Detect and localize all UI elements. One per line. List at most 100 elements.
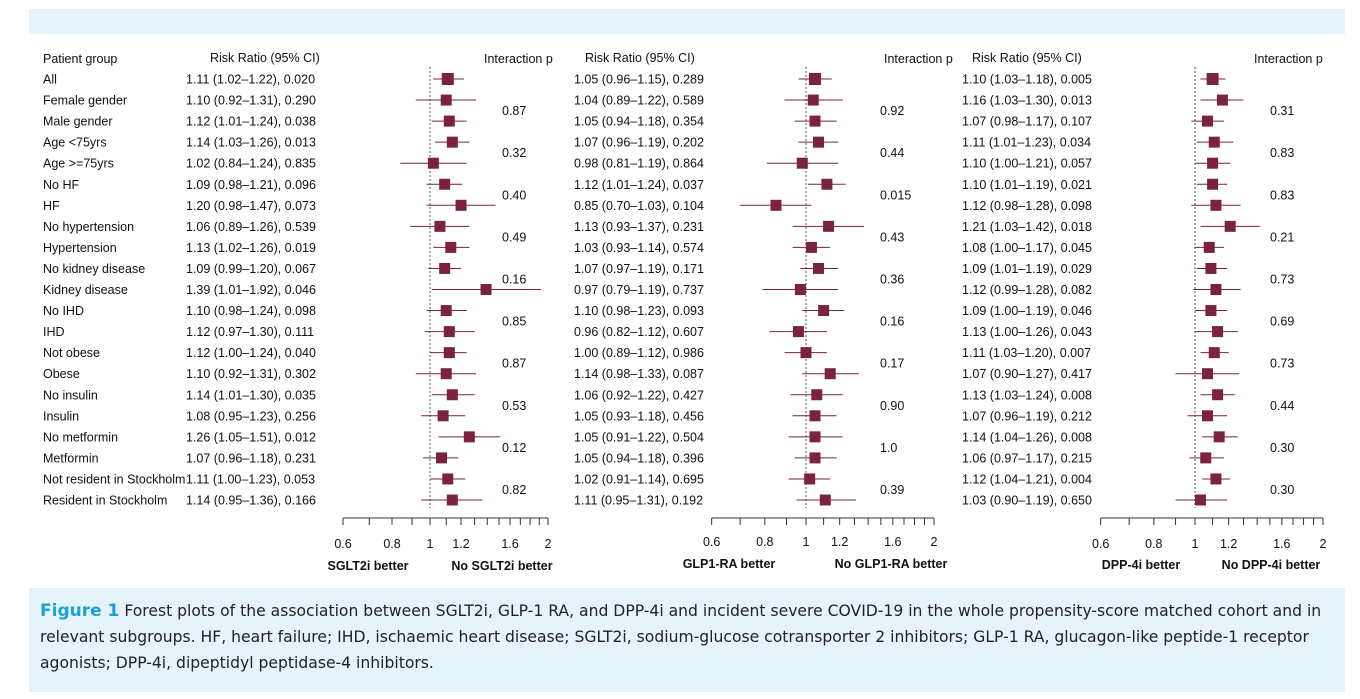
risk-ratio-value: 1.07 (0.90–1.27), 0.417 <box>962 367 1092 381</box>
risk-ratio-value: 0.98 (0.81–1.19), 0.864 <box>574 157 704 171</box>
patient-group-label: HF <box>43 199 60 213</box>
interaction-p-value: 0.90 <box>880 399 904 413</box>
rr-marker <box>1201 115 1213 127</box>
risk-ratio-value: 1.11 (1.01–1.23), 0.034 <box>962 136 1091 150</box>
patient-group-label: Age <75yrs <box>43 136 107 150</box>
risk-ratio-value: 1.13 (0.93–1.37), 0.231 <box>574 220 704 234</box>
rr-marker <box>445 241 457 253</box>
risk-ratio-value: 1.14 (1.03–1.26), 0.013 <box>186 136 316 150</box>
risk-ratio-value: 1.05 (0.96–1.15), 0.289 <box>574 73 704 87</box>
risk-ratio-value: 1.05 (0.94–1.18), 0.396 <box>574 451 704 465</box>
interaction-p-value: 0.44 <box>880 146 904 160</box>
rr-marker <box>824 368 836 380</box>
interaction-p-value: 0.73 <box>1270 272 1294 286</box>
risk-ratio-value: 0.96 (0.82–1.12), 0.607 <box>574 325 704 339</box>
interaction-p-value: 0.87 <box>502 357 526 371</box>
patient-group-label: IHD <box>43 325 65 339</box>
risk-ratio-value: 1.12 (1.01–1.24), 0.037 <box>574 178 704 192</box>
risk-ratio-value: 1.14 (1.04–1.26), 0.008 <box>962 430 1092 444</box>
risk-ratio-value: 0.85 (0.70–1.03), 0.104 <box>574 199 704 213</box>
risk-ratio-value: 1.03 (0.90–1.19), 0.650 <box>962 494 1092 508</box>
interaction-p-value: 0.16 <box>880 315 904 329</box>
risk-ratio-value: 1.12 (0.99–1.28), 0.082 <box>962 283 1092 297</box>
caption-text: Forest plots of the association between … <box>40 602 1322 672</box>
risk-ratio-value: 1.05 (0.94–1.18), 0.354 <box>574 115 704 129</box>
x-tick-label: 1 <box>1192 537 1199 551</box>
rr-marker <box>440 305 452 317</box>
patient-group-label: No kidney disease <box>43 262 145 276</box>
rr-marker <box>1207 178 1219 190</box>
risk-ratio-value: 1.05 (0.93–1.18), 0.456 <box>574 409 704 423</box>
patient-group-label: Resident in Stockholm <box>43 494 167 508</box>
interaction-p-value: 1.0 <box>880 441 897 455</box>
interaction-p-value: 0.21 <box>1270 230 1294 244</box>
rr-marker <box>1212 326 1224 338</box>
rr-marker <box>455 199 467 211</box>
risk-ratio-header: Risk Ratio (95% CI) <box>972 51 1082 65</box>
rr-marker <box>439 178 451 190</box>
risk-ratio-value: 1.12 (1.04–1.21), 0.004 <box>962 472 1092 486</box>
rr-marker <box>434 220 446 232</box>
risk-ratio-value: 1.07 (0.98–1.17), 0.107 <box>962 115 1092 129</box>
x-tick-label: 1.2 <box>1220 537 1237 551</box>
x-tick-label: 2 <box>545 537 552 551</box>
rr-marker <box>1205 262 1217 274</box>
risk-ratio-value: 1.09 (0.99–1.20), 0.067 <box>186 262 316 276</box>
rr-marker <box>1224 220 1236 232</box>
rr-marker <box>446 389 458 401</box>
risk-ratio-value: 1.13 (1.00–1.26), 0.043 <box>962 325 1092 339</box>
patient-group-label: No IHD <box>43 304 84 318</box>
rr-marker <box>812 136 824 148</box>
x-tick-label: 1.6 <box>501 537 518 551</box>
rr-marker <box>804 473 816 485</box>
figure-panel <box>29 34 1345 588</box>
rr-marker <box>437 410 449 422</box>
x-tick-label: 1 <box>427 537 434 551</box>
risk-ratio-value: 1.26 (1.05–1.51), 0.012 <box>186 430 316 444</box>
rr-marker <box>443 326 455 338</box>
risk-ratio-value: 1.08 (0.95–1.23), 0.256 <box>186 409 316 423</box>
favours-drug-label: DPP-4i better <box>1102 558 1181 572</box>
interaction-p-value: 0.92 <box>880 104 904 118</box>
rr-marker <box>819 494 831 506</box>
rr-marker <box>1208 136 1220 148</box>
risk-ratio-value: 1.13 (1.02–1.26), 0.019 <box>186 241 316 255</box>
patient-group-label: Female gender <box>43 94 127 108</box>
patient-group-label: Not resident in Stockholm <box>43 472 185 486</box>
risk-ratio-value: 1.39 (1.01–1.92), 0.046 <box>186 283 316 297</box>
risk-ratio-value: 1.12 (0.98–1.28), 0.098 <box>962 199 1092 213</box>
rr-marker <box>1212 389 1224 401</box>
interaction-p-value: 0.82 <box>502 483 526 497</box>
rr-marker <box>1210 284 1222 295</box>
rr-marker <box>809 452 821 464</box>
rr-marker <box>821 178 833 190</box>
patient-group-label: No hypertension <box>43 220 134 234</box>
risk-ratio-value: 1.07 (0.96–1.19), 0.202 <box>574 136 704 150</box>
interaction-p-value: 0.30 <box>1270 483 1294 497</box>
rr-marker <box>440 368 452 380</box>
interaction-p-value: 0.17 <box>880 357 904 371</box>
risk-ratio-value: 1.11 (1.03–1.20), 0.007 <box>962 346 1091 360</box>
interaction-p-value: 0.36 <box>880 272 904 286</box>
risk-ratio-value: 1.12 (0.97–1.30), 0.111 <box>186 325 314 339</box>
risk-ratio-value: 1.11 (1.02–1.22), 0.020 <box>186 73 315 87</box>
rr-marker <box>809 115 821 127</box>
risk-ratio-value: 1.02 (0.91–1.14), 0.695 <box>574 472 704 486</box>
x-tick-label: 0.8 <box>756 535 773 549</box>
rr-marker <box>443 347 455 359</box>
rr-marker <box>1201 410 1213 422</box>
rr-marker <box>807 94 819 106</box>
rr-marker <box>442 473 454 485</box>
x-tick-label: 0.8 <box>383 537 400 551</box>
patient-group-label: Male gender <box>43 115 113 129</box>
risk-ratio-value: 1.07 (0.96–1.18), 0.231 <box>186 451 316 465</box>
risk-ratio-value: 1.06 (0.92–1.22), 0.427 <box>574 388 704 402</box>
risk-ratio-value: 1.20 (0.98–1.47), 0.073 <box>186 199 316 213</box>
risk-ratio-value: 1.04 (0.89–1.22), 0.589 <box>574 94 704 108</box>
risk-ratio-value: 1.16 (1.03–1.30), 0.013 <box>962 94 1092 108</box>
favours-no-drug-label: No SGLT2i better <box>451 559 552 573</box>
interaction-p-value: 0.69 <box>1270 315 1294 329</box>
x-tick-label: 0.6 <box>334 537 351 551</box>
rr-marker <box>446 136 458 148</box>
